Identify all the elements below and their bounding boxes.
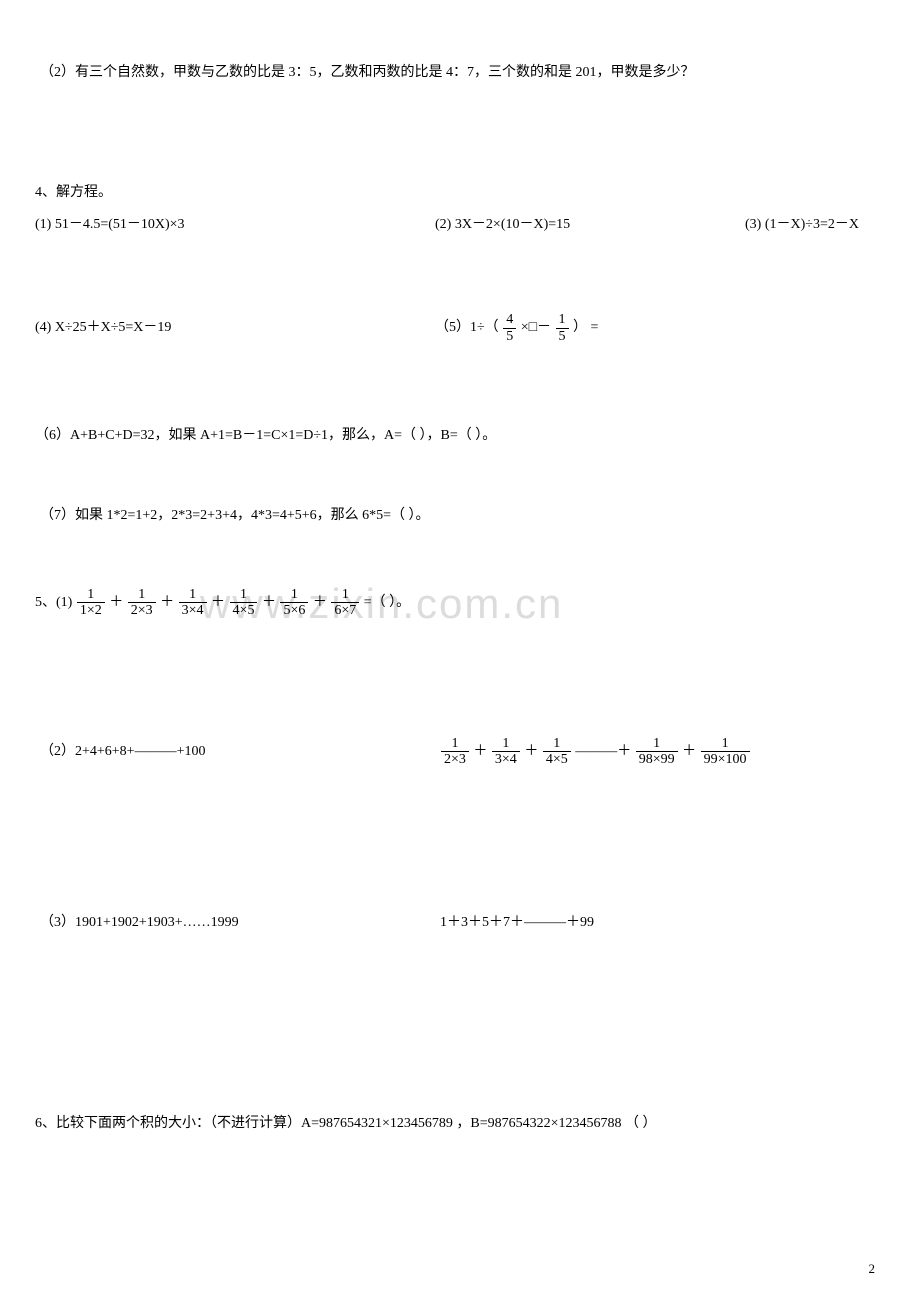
q5-1-prefix: 5、(1) [35,595,72,610]
q4-5-suffix: ） = [573,320,598,335]
frac-den: 2×3 [128,603,156,618]
frac-den: 4×5 [543,752,571,767]
frac-den: 3×4 [179,603,207,618]
frac-den: 5 [503,329,516,344]
plus-sign: ＋ [313,595,327,610]
fraction-5-1-4: 1 4×5 [230,587,258,619]
frac-num: 1 [331,587,359,603]
page-number: 2 [869,1261,876,1277]
fraction-5-1-1: 1 1×2 [77,587,105,619]
frac-num: 1 [441,736,469,752]
frac-den: 98×99 [636,752,678,767]
question-4-row-2: (4) X÷25＋X÷5=X－19 （5）1÷（ 4 5 ×□－ 1 5 ） = [35,308,885,347]
fraction-5-2-4: 1 98×99 [636,736,678,768]
fraction-1-5: 1 5 [556,312,569,344]
frac-num: 1 [128,587,156,603]
question-5-1: 5、(1) 1 1×2 ＋ 1 2×3 ＋ 1 3×4 ＋ 1 4×5 ＋ 1 … [35,583,885,622]
question-5-3-row: （3）1901+1902+1903+……1999 1＋3＋5＋7＋———＋99 [35,911,885,931]
frac-num: 1 [230,587,258,603]
plus-sign: ＋ [262,595,276,610]
question-2: （2）有三个自然数，甲数与乙数的比是 3：5，乙数和丙数的比是 4：7，三个数的… [40,60,885,85]
fraction-5-1-2: 1 2×3 [128,587,156,619]
fraction-5-2-3: 1 4×5 [543,736,571,768]
fraction-4-5: 4 5 [503,312,516,344]
question-4-1: (1) 51－4.5=(51－10X)×3 [35,213,435,233]
fraction-5-2-2: 1 3×4 [492,736,520,768]
frac-den: 5×6 [280,603,308,618]
plus-sign: ＋ [682,744,696,759]
question-4-7: （7）如果 1*2=1+2，2*3=2+3+4，4*3=4+5+6，那么 6*5… [40,503,885,528]
fraction-5-2-5: 1 99×100 [701,736,750,768]
plus-sign: ＋ [524,744,538,759]
frac-den: 6×7 [331,603,359,618]
plus-sign: ＋ [473,744,487,759]
question-4-3: (3) (1－X)÷3=2－X [745,213,885,233]
question-4-block: 4、解方程。 (1) 51－4.5=(51－10X)×3 (2) 3X－2×(1… [35,180,885,233]
frac-num: 1 [179,587,207,603]
frac-den: 1×2 [77,603,105,618]
frac-num: 1 [556,312,569,328]
q5-1-suffix: =（ ）。 [364,595,410,610]
fraction-5-1-5: 1 5×6 [280,587,308,619]
frac-num: 1 [77,587,105,603]
question-5-2-b: 1 2×3 ＋ 1 3×4 ＋ 1 4×5 ———＋ 1 98×99 ＋ 1 9… [440,732,885,771]
q4-5-mid: ×□－ [521,320,551,335]
plus-sign: ＋ [109,595,123,610]
q5-2-mid: ———＋ [575,744,631,759]
frac-den: 2×3 [441,752,469,767]
fraction-5-2-1: 1 2×3 [441,736,469,768]
question-4-row-1: (1) 51－4.5=(51－10X)×3 (2) 3X－2×(10－X)=15… [35,213,885,233]
plus-sign: ＋ [160,595,174,610]
frac-den: 5 [556,329,569,344]
frac-num: 1 [543,736,571,752]
question-5-3-a: （3）1901+1902+1903+……1999 [40,911,440,931]
question-5-3-b: 1＋3＋5＋7＋———＋99 [440,911,885,931]
question-4-6: （6）A+B+C+D=32，如果 A+1=B－1=C×1=D÷1，那么，A=（ … [35,423,885,448]
question-4-5: （5）1÷（ 4 5 ×□－ 1 5 ） = [435,308,885,347]
frac-num: 1 [280,587,308,603]
frac-num: 1 [492,736,520,752]
frac-num: 4 [503,312,516,328]
frac-den: 99×100 [701,752,750,767]
q4-5-prefix: （5）1÷（ [435,320,499,335]
question-6: 6、比较下面两个积的大小：（不进行计算）A=987654321×12345678… [35,1111,885,1136]
question-5-2-a: （2）2+4+6+8+———+100 [40,732,440,771]
frac-den: 4×5 [230,603,258,618]
page-content: （2）有三个自然数，甲数与乙数的比是 3：5，乙数和丙数的比是 4：7，三个数的… [35,60,885,1137]
frac-den: 3×4 [492,752,520,767]
frac-num: 1 [701,736,750,752]
question-4-2: (2) 3X－2×(10－X)=15 [435,213,745,233]
fraction-5-1-6: 1 6×7 [331,587,359,619]
frac-num: 1 [636,736,678,752]
question-5-2-row: （2）2+4+6+8+———+100 1 2×3 ＋ 1 3×4 ＋ 1 4×5… [35,732,885,771]
plus-sign: ＋ [211,595,225,610]
question-4-title: 4、解方程。 [35,180,885,205]
fraction-5-1-3: 1 3×4 [179,587,207,619]
question-4-4: (4) X÷25＋X÷5=X－19 [35,308,435,347]
